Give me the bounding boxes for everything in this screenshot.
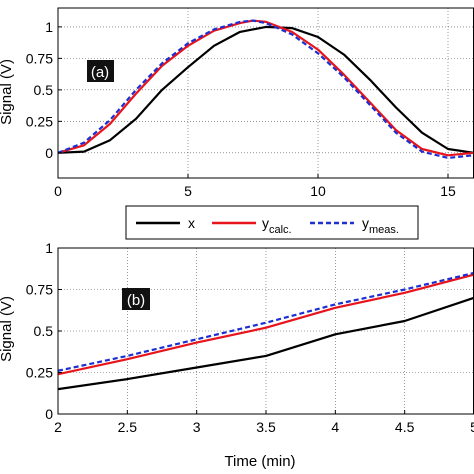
x-tick-label-b: 4 xyxy=(331,419,339,435)
legend-label-y-calc: y xyxy=(262,215,269,231)
y-tick-label-a: 0 xyxy=(45,145,53,161)
y-tick-label-b: 1 xyxy=(45,240,53,256)
y-tick-label-a: 0.75 xyxy=(26,50,53,66)
legend-entry-y-calc: ycalc. xyxy=(212,215,292,236)
legend-entry-x: x xyxy=(136,215,195,231)
y-tick-label-b: 0.25 xyxy=(26,365,53,381)
x-tick-label-a: 10 xyxy=(310,183,326,199)
axes-frame-a xyxy=(57,7,474,179)
y-tick-label-a: 0.25 xyxy=(26,113,53,129)
legend: x ycalc. ymeas. xyxy=(125,205,419,240)
legend-sub-y-meas: meas. xyxy=(369,224,399,236)
panel-label-b: (b) xyxy=(127,292,145,309)
panel-b: 2 2.5 3 3.5 4 4.5 5 0 0.25 0.5 0.75 1 (b) Signal (V… xyxy=(0,240,474,470)
y-tick-label-b: 0.75 xyxy=(26,282,53,298)
series-line-a-0 xyxy=(58,25,474,154)
x-tick-label-b: 5 xyxy=(470,419,474,435)
svg-text:ymeas.: ymeas. xyxy=(362,215,399,236)
legend-entry-y-meas: ymeas. xyxy=(310,215,399,236)
x-tick-label-a: 0 xyxy=(54,183,62,199)
y-tick-label-a: 0.5 xyxy=(34,82,54,98)
x-tick-label-b: 4.5 xyxy=(395,419,415,435)
x-tick-label-b: 3.5 xyxy=(256,419,276,435)
grid-b xyxy=(58,248,474,414)
series-line-b-1 xyxy=(58,273,474,376)
y-tick-label-b: 0 xyxy=(45,406,53,422)
x-tick-label-b: 3 xyxy=(193,419,201,435)
x-axis-label-b: Time (min) xyxy=(224,453,295,470)
y-tick-label-b: 0.5 xyxy=(34,323,54,339)
svg-text:ycalc.: ycalc. xyxy=(262,215,292,236)
panel-label-a: (a) xyxy=(91,64,109,81)
series-line-a-1 xyxy=(58,19,474,157)
legend-label-x: x xyxy=(188,215,195,231)
x-tick-label-b: 2.5 xyxy=(118,419,138,435)
series-lines-a xyxy=(58,19,474,159)
legend-label-y-meas: y xyxy=(362,215,369,231)
series-line-a-2 xyxy=(58,19,474,159)
x-tick-label-a: 5 xyxy=(184,183,192,199)
panel-label-a-box: (a) xyxy=(87,60,114,82)
y-axis-label-a: Signal (V) xyxy=(0,59,15,125)
y-axis-label-b: Signal (V) xyxy=(0,296,15,362)
x-tick-label-a: 15 xyxy=(440,183,456,199)
x-tick-label-b: 2 xyxy=(54,419,62,435)
ticks-a: 0 5 10 15 0 0.25 0.5 0.75 1 xyxy=(26,19,456,199)
panel-label-b-box: (b) xyxy=(122,288,150,310)
y-tick-label-a: 1 xyxy=(45,19,53,35)
legend-sub-y-calc: calc. xyxy=(269,224,292,236)
ticks-b: 2 2.5 3 3.5 4 4.5 5 0 0.25 0.5 0.75 1 xyxy=(26,240,474,435)
series-line-b-2 xyxy=(58,271,474,372)
grid-a xyxy=(58,8,474,178)
series-line-b-0 xyxy=(58,296,474,391)
series-lines-b xyxy=(58,271,474,391)
panel-a: 0 5 10 15 0 0.25 0.5 0.75 1 (a) Signal (V) xyxy=(0,7,474,199)
